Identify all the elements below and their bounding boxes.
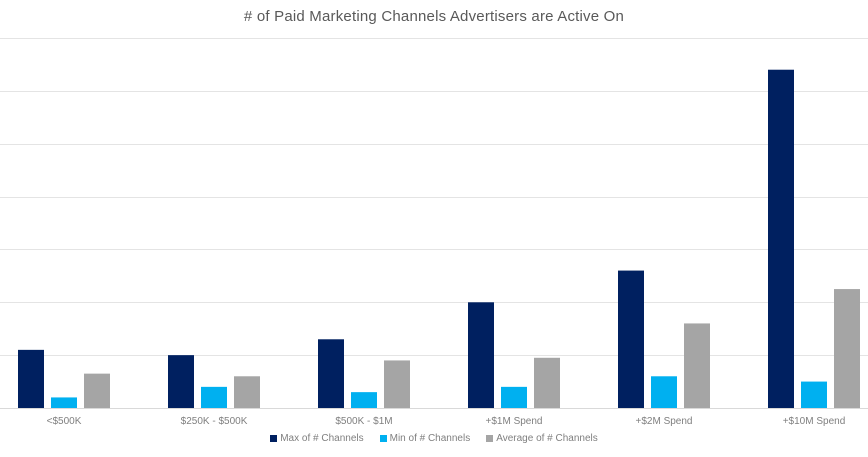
bar-max-4 — [618, 270, 644, 408]
x-tick-label: $250K - $500K — [181, 416, 248, 427]
bar-max-3 — [468, 302, 494, 408]
bar-average-5 — [834, 289, 860, 408]
x-tick-label: $500K - $1M — [335, 416, 392, 427]
legend-label-min: Min of # Channels — [389, 433, 471, 444]
bar-min-3 — [501, 386, 527, 408]
legend-swatch-max — [270, 435, 278, 442]
bar-max-2 — [318, 339, 344, 408]
bar-min-0 — [51, 397, 77, 408]
bar-min-4 — [651, 376, 677, 408]
x-tick-label: +$10M Spend — [783, 416, 846, 427]
legend-label-max: Max of # Channels — [280, 433, 364, 444]
chart-title: # of Paid Marketing Channels Advertisers… — [243, 8, 625, 25]
bar-max-0 — [18, 349, 44, 408]
bar-average-1 — [234, 376, 260, 408]
x-tick-label: <$500K — [47, 416, 82, 427]
bar-average-2 — [384, 360, 410, 408]
bar-max-1 — [168, 355, 194, 408]
x-tick-label: +$1M Spend — [486, 416, 543, 427]
bar-average-4 — [684, 323, 710, 408]
legend-swatch-average — [486, 435, 494, 442]
bar-average-3 — [534, 357, 560, 408]
bar-min-2 — [351, 392, 377, 408]
bar-chart: <$500K $250K - $500K $500K - $1M +$1M Spend… — [0, 38, 868, 427]
legend: Max of # Channels Min of # Channels Aver… — [0, 433, 868, 444]
x-tick-label: +$2M Spend — [636, 416, 693, 427]
bar-min-1 — [201, 386, 227, 408]
bar-max-5 — [768, 69, 794, 408]
bar-min-5 — [801, 381, 827, 408]
legend-swatch-min — [379, 435, 387, 442]
legend-item-average: Average of # Channels — [486, 433, 598, 444]
legend-item-min: Min of # Channels — [379, 433, 471, 444]
bar-average-0 — [84, 373, 110, 408]
legend-label-average: Average of # Channels — [496, 433, 598, 444]
legend-item-max: Max of # Channels — [270, 433, 364, 444]
